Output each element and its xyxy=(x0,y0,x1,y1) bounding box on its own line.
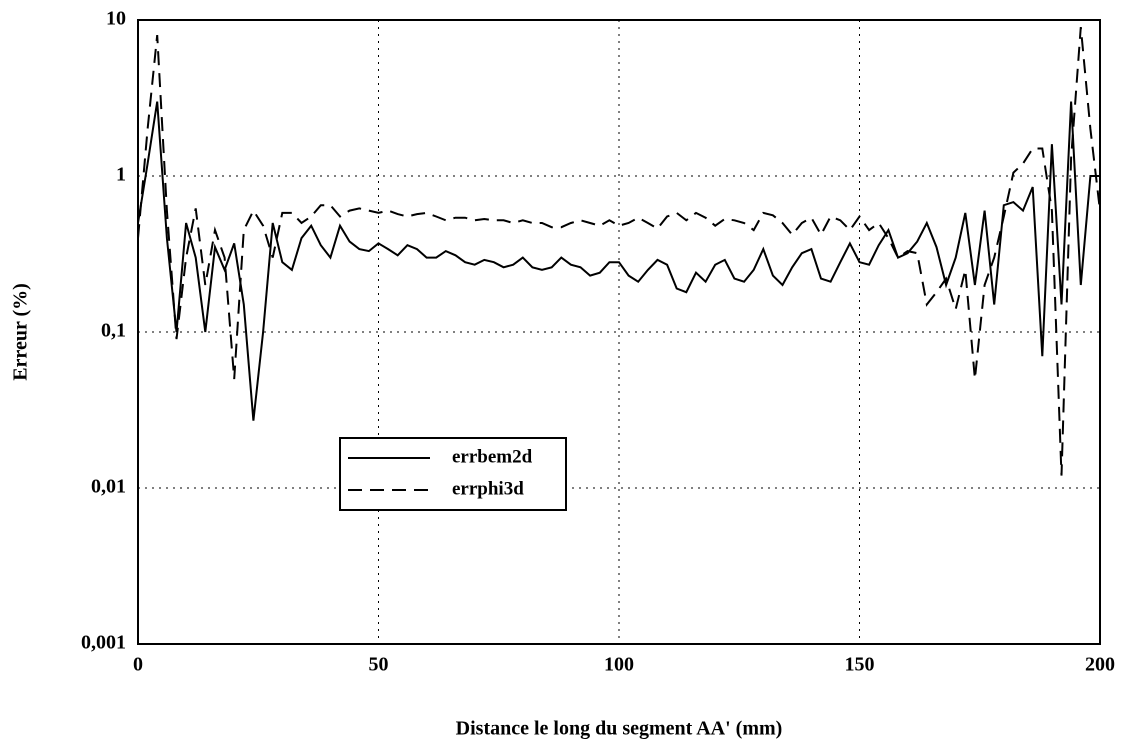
legend-label: errphi3d xyxy=(452,478,524,499)
plot-frame xyxy=(137,19,1101,645)
y-tick-label: 0,001 xyxy=(81,632,126,654)
y-axis-title: Erreur (%) xyxy=(10,283,32,381)
y-tick-label: 0,01 xyxy=(91,476,126,498)
y-tick-label: 1 xyxy=(116,164,126,186)
x-tick-label: 100 xyxy=(604,654,634,676)
data-line xyxy=(137,27,1101,476)
legend-box xyxy=(339,437,567,511)
x-tick-label: 0 xyxy=(133,654,143,676)
legend-label: errbem2d xyxy=(452,446,533,467)
x-tick-label: 50 xyxy=(369,654,389,676)
y-tick-label: 0,1 xyxy=(101,320,126,342)
x-axis-title: Distance le long du segment AA' (mm) xyxy=(456,718,783,740)
y-tick-label: 10 xyxy=(106,8,126,30)
x-tick-label: 150 xyxy=(845,654,875,676)
x-tick-label: 200 xyxy=(1085,654,1115,676)
data-line xyxy=(137,101,1100,421)
